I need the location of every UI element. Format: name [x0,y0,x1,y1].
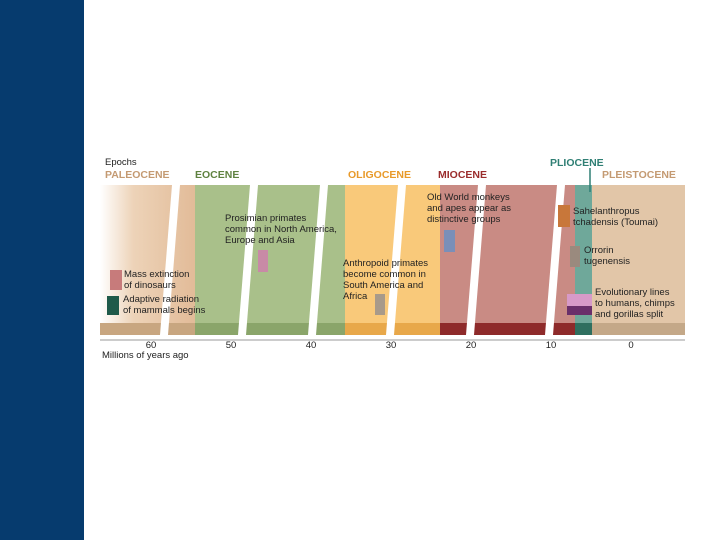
marker [567,306,592,315]
annotation-line: Sahelanthropus [573,206,640,217]
annotation-line: tchadensis (Toumai) [573,217,658,228]
gap [386,185,406,335]
annotation-line: Adaptive radiation [123,294,199,305]
band-base [100,323,195,335]
axis-ticks: 60 50 40 30 20 10 0 [146,340,634,351]
annotation-line: and apes appear as [427,203,511,214]
annotation-line: Old World monkeys [427,192,510,203]
tick-label: 30 [386,340,397,351]
epoch-label: OLIGOCENE [348,169,411,181]
marker [110,270,122,290]
annotation-line: and gorillas split [595,309,663,320]
marker [558,205,570,227]
epoch-label: PLIOCENE [550,157,604,169]
tick-label: 10 [546,340,557,351]
epochs-heading: Epochs [105,157,137,168]
annotation-line: Prosimian primates [225,213,307,224]
annotation-line: of dinosaurs [124,280,176,291]
marker [107,296,119,315]
annotation-line: of mammals begins [123,305,206,316]
annotation-line: Africa [343,291,368,302]
tick-label: 50 [226,340,237,351]
gap [308,185,328,335]
annotation-line: to humans, chimps [595,298,675,309]
annotation-line: Mass extinction [124,269,189,280]
annotation-line: Evolutionary lines [595,287,670,298]
gap [160,185,180,335]
tick-label: 0 [628,340,633,351]
annotation-line: distinctive groups [427,214,501,225]
marker [444,230,455,252]
band-base [440,323,575,335]
epoch-label: MIOCENE [438,169,487,181]
band-base [195,323,345,335]
tick-label: 40 [306,340,317,351]
tick-label: 20 [466,340,477,351]
annotation-line: Europe and Asia [225,235,295,246]
gap [238,185,258,335]
band-base [575,323,592,335]
epoch-label: PALEOCENE [105,169,170,181]
annotation-line: tugenensis [584,256,630,267]
marker [570,246,580,267]
annotation-line: Orrorin [584,245,614,256]
band [592,185,685,335]
side-bar [0,0,84,540]
tick-label: 60 [146,340,157,351]
epoch-label: PLEISTOCENE [602,169,676,181]
markers [107,205,592,315]
annotation-line: Anthropoid primates [343,258,428,269]
band-base [592,323,685,335]
marker [375,294,385,315]
gap [466,185,486,335]
annotation-line: South America and [343,280,423,291]
marker [258,250,268,272]
axis-label: Millions of years ago [102,350,189,361]
epoch-label: EOCENE [195,169,239,181]
annotation-line: become common in [343,269,426,280]
annotation-line: common in North America, [225,224,337,235]
